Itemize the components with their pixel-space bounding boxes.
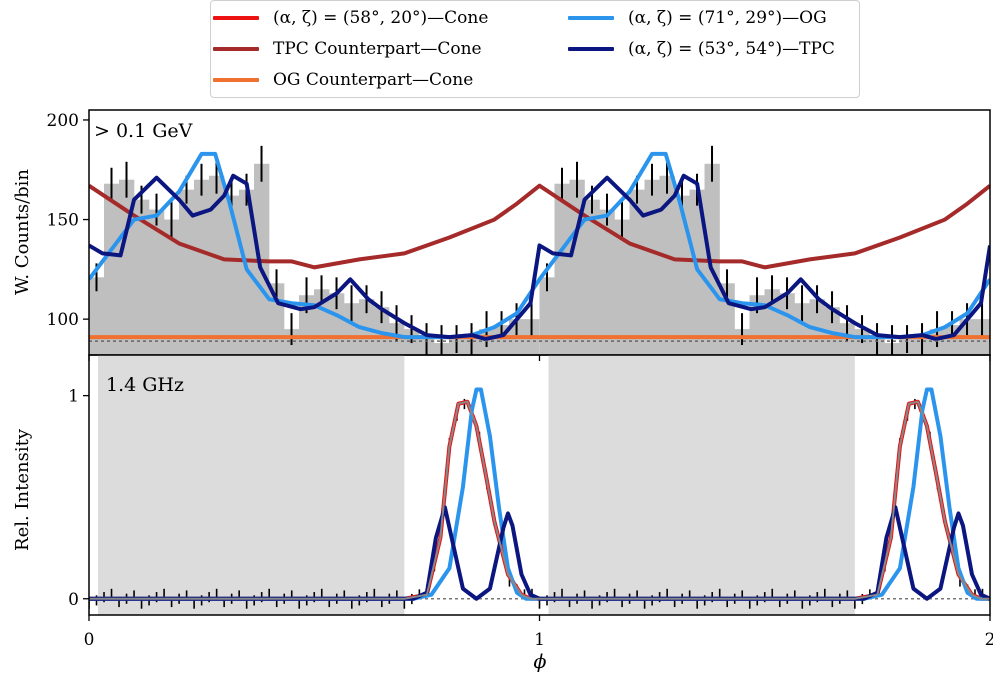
histogram-bar <box>659 175 675 355</box>
y-tick-label: 1 <box>68 387 79 407</box>
series-line <box>89 173 990 342</box>
histogram-bar <box>224 195 240 355</box>
y-tick-label: 100 <box>47 310 79 330</box>
histogram-bar <box>614 219 630 355</box>
data-profile-line <box>89 400 990 600</box>
histogram-bar <box>644 179 660 355</box>
legend-label: OG Counterpart—Cone <box>273 70 474 90</box>
legend-swatch <box>568 47 614 51</box>
histogram-bar <box>134 199 150 355</box>
panel-plot-area <box>89 355 990 615</box>
x-tick-label: 0 <box>84 630 95 650</box>
histogram-bar <box>179 189 195 355</box>
legend-swatch <box>213 16 259 20</box>
y-tick-label: 0 <box>68 590 79 610</box>
histogram-bar <box>794 303 810 355</box>
histogram-bar <box>674 195 690 355</box>
legend-label: (α, ζ) = (71°, 29°)—OG <box>628 8 827 28</box>
legend-swatch <box>213 47 259 51</box>
radio-panel: 0 1 0 1 2 <box>68 354 993 650</box>
histogram-bar <box>164 219 180 355</box>
histogram-bar <box>554 183 570 355</box>
legend-label: TPC Counterpart—Cone <box>273 39 482 59</box>
histogram-bar <box>584 199 600 355</box>
legend-swatch <box>568 16 614 20</box>
legend-item-og: (α, ζ) = (71°, 29°)—OG <box>568 8 827 28</box>
histogram-bar <box>779 293 795 355</box>
legend-item-og-counterpart: OG Counterpart—Cone <box>213 70 473 90</box>
legend: (α, ζ) = (58°, 20°)—Cone (α, ζ) = (71°, … <box>210 0 860 98</box>
histogram-bar <box>194 179 210 355</box>
gamma-ray-panel: 100 150 200 <box>47 109 991 361</box>
series-line <box>89 151 990 340</box>
y-tick-label: 150 <box>47 211 79 231</box>
histogram-bar <box>209 175 225 355</box>
legend-label: (α, ζ) = (53°, 54°)—TPC <box>628 39 835 59</box>
legend-item-tpc-counterpart: TPC Counterpart—Cone <box>213 39 482 59</box>
bottom-panel-annotation: 1.4 GHz <box>106 374 184 396</box>
series-line <box>89 183 990 270</box>
histogram-bar <box>344 303 360 355</box>
top-y-axis-label: W. Counts/bin <box>12 169 33 295</box>
histogram-bar <box>629 189 645 355</box>
histogram-bar <box>329 293 345 355</box>
legend-swatch <box>213 78 259 82</box>
legend-label: (α, ζ) = (58°, 20°)—Cone <box>273 8 489 28</box>
x-tick-label: 1 <box>534 630 545 650</box>
off-pulse-region <box>548 355 855 615</box>
bottom-y-axis-label: Rel. Intensity <box>12 428 33 551</box>
histogram-bar <box>104 183 120 355</box>
y-tick-label: 200 <box>47 111 79 131</box>
x-axis-label: ϕ <box>534 651 547 673</box>
off-pulse-region <box>98 355 405 615</box>
legend-item-tpc: (α, ζ) = (53°, 54°)—TPC <box>568 39 835 59</box>
panel-plot-area <box>89 145 990 355</box>
top-panel-annotation: > 0.1 GeV <box>94 120 193 142</box>
x-tick-label: 2 <box>985 630 993 650</box>
histogram-bar <box>599 209 615 355</box>
histogram-bar <box>149 209 165 355</box>
legend-item-cone: (α, ζ) = (58°, 20°)—Cone <box>213 8 488 28</box>
